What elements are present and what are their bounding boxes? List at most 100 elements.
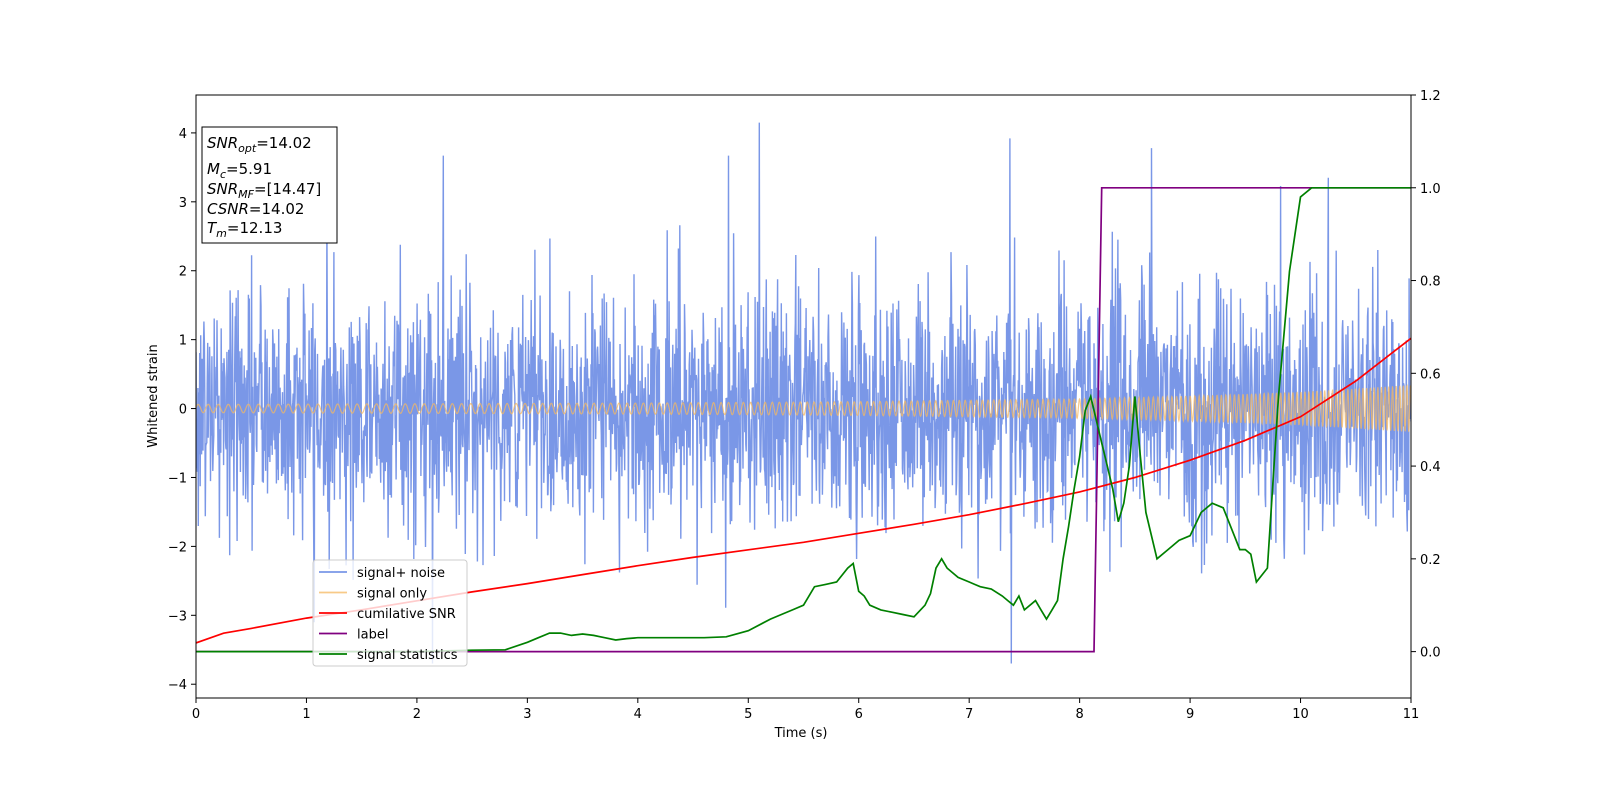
legend-label: cumilative SNR (357, 607, 456, 622)
y-axis: −4 −3 −2 −1 0 1 2 3 4 (168, 127, 196, 693)
y2-tick-label: 1.2 (1420, 89, 1441, 104)
y-tick-label: −2 (168, 540, 187, 555)
stat-snr-opt-value: =14.02 (256, 134, 312, 152)
x-tick-label: 6 (855, 707, 863, 722)
series-signal-statistics (196, 186, 1411, 653)
y2-tick: 0.0 (1411, 646, 1441, 661)
y-tick: −1 (168, 471, 196, 486)
y2-tick: 0.4 (1411, 460, 1441, 475)
y-axis-label: Whitened strain (146, 344, 161, 447)
x-axis: 0 1 2 3 4 5 6 7 8 9 10 11 (192, 698, 1419, 722)
stat-snr-mf: SNRMF=[14.47] (207, 180, 321, 201)
y2-tick-label: 0.0 (1420, 646, 1441, 661)
x-tick-label: 8 (1075, 707, 1083, 722)
series-signal-noise (196, 122, 1411, 664)
y-tick-label: 4 (179, 127, 187, 142)
stat-tm-subscript: m (216, 227, 227, 240)
x-tick: 11 (1403, 698, 1420, 722)
legend-frame (312, 559, 468, 667)
stat-mc-value: =5.91 (226, 160, 272, 178)
y2-tick: 0.8 (1411, 275, 1441, 290)
x-tick-label: 0 (192, 707, 200, 722)
x-tick-label: 5 (744, 707, 752, 722)
legend-entry: signal statistics (319, 648, 458, 663)
x-axis-label: Time (s) (774, 726, 828, 741)
legend-label: label (357, 628, 388, 643)
x-tick: 0 (192, 698, 200, 722)
stat-snr-mf-subscript: MF (238, 188, 254, 201)
x-tick: 7 (965, 698, 973, 722)
stat-csnr-symbol: CSNR (207, 200, 249, 218)
y-tick-label: 1 (179, 334, 187, 349)
y2-tick: 1.2 (1411, 89, 1441, 104)
x-tick: 8 (1075, 698, 1084, 722)
series-signal-only (196, 384, 1411, 433)
stats-box-frame (201, 126, 338, 244)
stat-snr-mf-symbol: SNR (207, 180, 238, 198)
y2-tick-label: 0.4 (1420, 460, 1441, 475)
y2-axis: 0.0 0.2 0.4 0.6 0.8 1.0 1.2 (1411, 89, 1441, 661)
stat-mc-symbol: M (207, 160, 220, 178)
y2-tick-label: 0.8 (1420, 275, 1441, 290)
y-tick: 3 (179, 196, 196, 211)
legend-entry: signal only (319, 587, 427, 602)
y2-tick: 1.0 (1411, 182, 1441, 197)
x-tick: 1 (302, 698, 311, 722)
legend-entry: cumilative SNR (319, 607, 456, 622)
stat-tm-symbol: T (207, 219, 218, 237)
x-tick-label: 3 (523, 707, 531, 722)
stat-snr-opt-subscript: opt (238, 142, 257, 155)
x-tick: 3 (523, 698, 532, 722)
legend-label: signal statistics (357, 648, 458, 663)
y-tick-label: −3 (168, 609, 187, 624)
y-tick: −3 (168, 609, 196, 624)
x-tick-label: 7 (965, 707, 973, 722)
stat-mc: Mc=5.91 (207, 160, 272, 181)
legend-label: signal only (357, 587, 427, 602)
y-tick-label: −4 (168, 678, 187, 693)
y2-tick-label: 0.2 (1420, 553, 1441, 568)
y-tick: 4 (179, 127, 196, 142)
y-tick: 0 (179, 403, 196, 418)
x-tick: 6 (855, 698, 863, 722)
legend-entry: signal+ noise (319, 566, 445, 581)
x-tick: 4 (634, 698, 642, 722)
x-tick-label: 1 (302, 707, 310, 722)
y-tick-label: −1 (168, 471, 187, 486)
x-tick-label: 11 (1403, 707, 1420, 722)
x-tick: 2 (413, 698, 421, 722)
plot-frame (195, 94, 1412, 699)
y-tick: −2 (168, 540, 196, 555)
stat-tm-value: =12.13 (227, 219, 283, 237)
legend-entry: label (319, 628, 388, 643)
stat-csnr: CSNR=14.02 (207, 200, 304, 218)
stat-tm: Tm=12.13 (207, 219, 282, 240)
x-tick: 9 (1186, 698, 1194, 722)
y-tick-label: 3 (179, 196, 187, 211)
y-tick: −4 (168, 678, 196, 693)
y2-tick: 0.2 (1411, 553, 1441, 568)
stat-snr-opt: SNRopt=14.02 (207, 134, 312, 155)
stats-box: SNRopt=14.02 Mc=5.91 SNRMF=[14.47] CSNR=… (201, 126, 338, 244)
x-tick-label: 9 (1186, 707, 1194, 722)
y2-tick-label: 1.0 (1420, 182, 1441, 197)
y-tick-label: 2 (179, 265, 187, 280)
x-tick: 10 (1292, 698, 1309, 722)
y-tick: 1 (179, 334, 196, 349)
legend: signal+ noise signal only cumilative SNR la… (312, 559, 468, 667)
y-tick-label: 0 (179, 403, 187, 418)
x-tick: 5 (744, 698, 752, 722)
y-tick: 2 (179, 265, 196, 280)
x-tick-label: 10 (1292, 707, 1309, 722)
stat-csnr-value: =14.02 (249, 200, 305, 218)
y2-tick: 0.6 (1411, 367, 1441, 382)
stat-snr-opt-symbol: SNR (207, 134, 238, 152)
y2-tick-label: 0.6 (1420, 367, 1441, 382)
stat-mc-subscript: c (220, 168, 226, 181)
legend-label: signal+ noise (357, 566, 445, 581)
series-label (196, 186, 1411, 653)
stat-snr-mf-value: =[14.47] (254, 180, 321, 198)
x-tick-label: 2 (413, 707, 421, 722)
x-tick-label: 4 (634, 707, 642, 722)
